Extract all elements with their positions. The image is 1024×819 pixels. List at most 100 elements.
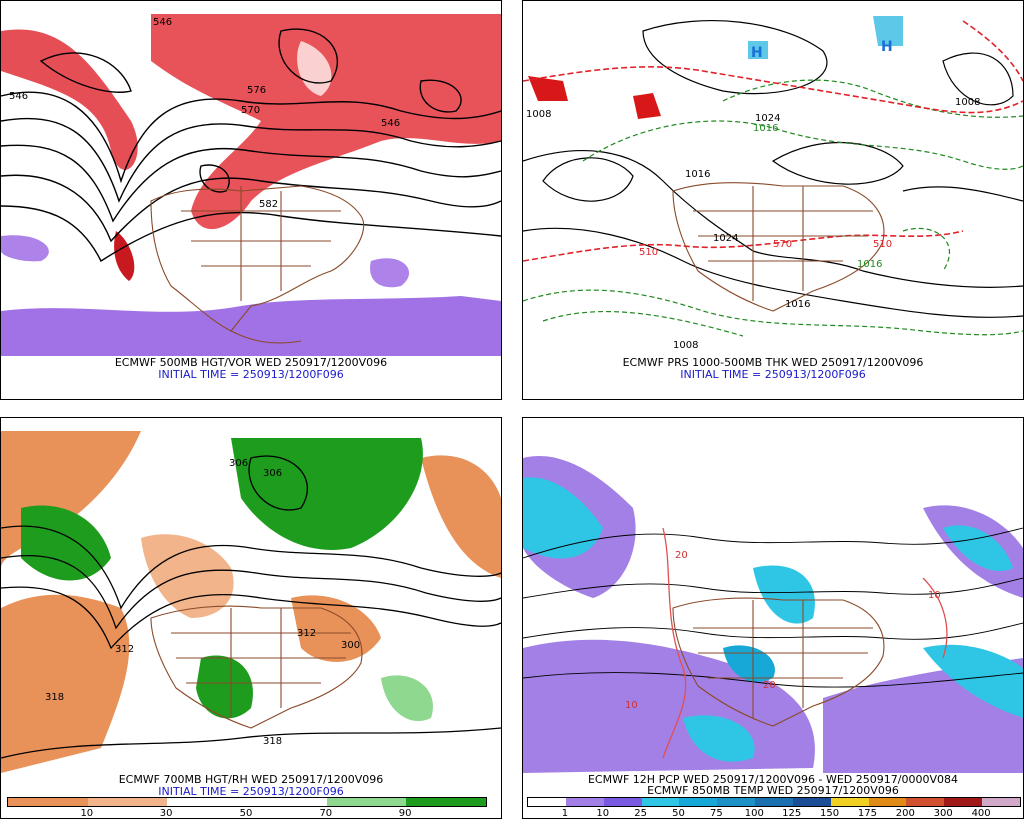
panel-caption-title: ECMWF PRS 1000-500MB THK WED 250917/1200… bbox=[622, 356, 924, 369]
colorbar-tick-label: 30 bbox=[159, 808, 173, 819]
high-marker: H bbox=[881, 39, 893, 55]
colorbar-tick-label: 100 bbox=[744, 808, 764, 819]
moist-area bbox=[231, 438, 423, 550]
contour-label-group: 306 312 306 300 318 318 312 bbox=[45, 458, 360, 747]
contour-label: 1016 bbox=[785, 299, 810, 310]
colorbar-swatch bbox=[247, 798, 327, 806]
negative-vorticity-area bbox=[1, 296, 501, 356]
contour-label: 546 bbox=[381, 118, 400, 129]
contour-label: 312 bbox=[115, 644, 134, 655]
colorbar-swatch bbox=[792, 798, 831, 806]
contour-label: 546 bbox=[153, 17, 172, 28]
contour-label: 312 bbox=[297, 628, 316, 639]
moist-area bbox=[196, 655, 253, 719]
colorbar-tick-label: 50 bbox=[239, 808, 253, 819]
panel-caption-init: INITIAL TIME = 250913/1200F096 bbox=[158, 368, 344, 381]
colorbar-swatch bbox=[906, 798, 945, 806]
colorbar-swatch bbox=[944, 798, 983, 806]
panel-500mb-hgt-vor: 546 570 576 582 546 546 ECMWF 500MB HGT/… bbox=[0, 0, 502, 400]
panel-caption-title: ECMWF 500MB HGT/VOR WED 250917/1200V096 bbox=[114, 356, 388, 369]
contour-label: 300 bbox=[341, 640, 360, 651]
contour-label: 576 bbox=[247, 85, 266, 96]
contour-label: 1008 bbox=[955, 97, 980, 108]
contour-label: 582 bbox=[259, 199, 278, 210]
contour-label: 1016 bbox=[857, 259, 882, 270]
dry-area bbox=[291, 595, 381, 662]
colorbar-swatch bbox=[8, 798, 88, 806]
thickness-contours-warm bbox=[523, 79, 1023, 337]
precip-area bbox=[753, 565, 815, 624]
contour-label: 20 bbox=[675, 550, 688, 561]
colorbar-swatch bbox=[868, 798, 907, 806]
precip-area bbox=[943, 525, 1013, 572]
contour-label: 546 bbox=[9, 91, 28, 102]
dry-area bbox=[421, 455, 501, 578]
map-pcp-temp: 20 10 20 10 bbox=[523, 431, 1023, 773]
map-500mb: 546 570 576 582 546 546 bbox=[1, 14, 501, 356]
colorbar-swatch bbox=[528, 798, 566, 806]
geography-outline bbox=[150, 605, 363, 729]
rh-colorbar-ticks: 10 30 50 70 90 bbox=[7, 808, 485, 818]
thickness-contours-cold bbox=[523, 20, 1023, 262]
panel-caption-init: INITIAL TIME = 250913/1200F096 bbox=[158, 785, 344, 798]
colorbar-tick-label: 125 bbox=[782, 808, 802, 819]
colorbar-swatch bbox=[565, 798, 604, 806]
colorbar-tick-label: 10 bbox=[80, 808, 94, 819]
contour-label: 1008 bbox=[673, 340, 698, 351]
dry-area bbox=[141, 534, 234, 618]
contour-label-group: 546 570 576 582 546 546 bbox=[9, 17, 400, 210]
precip-colorbar-ticks: 1 10 25 50 75 100 125 150 175 200 300 40… bbox=[527, 808, 1019, 818]
colorbar-swatch bbox=[755, 798, 793, 806]
contour-label: 1024 bbox=[713, 233, 738, 244]
high-marker: H bbox=[751, 45, 763, 61]
colorbar-tick-label: 90 bbox=[398, 808, 412, 819]
dry-area bbox=[1, 594, 130, 773]
panel-caption-title: ECMWF 12H PCP WED 250917/1200V096 - WED … bbox=[587, 773, 958, 786]
vorticity-area bbox=[1, 29, 138, 170]
contour-label: 318 bbox=[263, 736, 282, 747]
height-contours bbox=[1, 28, 501, 263]
colorbar-swatch bbox=[326, 798, 407, 806]
moist-area bbox=[21, 505, 111, 581]
precip-area bbox=[873, 16, 903, 46]
precip-area bbox=[923, 644, 1023, 718]
contour-label-group: 1008 1016 1024 1016 1008 1008 1016 1016 … bbox=[526, 39, 980, 351]
colorbar-swatch bbox=[717, 798, 756, 806]
colorbar-tick-label: 70 bbox=[319, 808, 333, 819]
contour-label: 10 bbox=[625, 700, 638, 711]
contour-label: 306 bbox=[229, 458, 248, 469]
moist-area bbox=[381, 675, 433, 722]
colorbar-swatch bbox=[982, 798, 1020, 806]
colorbar-tick-label: 200 bbox=[895, 808, 915, 819]
panel-prs-thickness: 1008 1016 1024 1016 1008 1008 1016 1016 … bbox=[522, 0, 1024, 400]
contour-label: 510 bbox=[639, 247, 658, 258]
colorbar-swatch bbox=[603, 798, 642, 806]
colorbar-swatch bbox=[679, 798, 718, 806]
contour-label: 1016 bbox=[685, 169, 710, 180]
height-contours bbox=[1, 455, 501, 759]
contour-label: 570 bbox=[773, 239, 792, 250]
colorbar-swatch bbox=[641, 798, 680, 806]
vorticity-area bbox=[114, 231, 135, 281]
colorbar-tick-label: 75 bbox=[710, 808, 723, 819]
contour-label: 20 bbox=[763, 680, 776, 691]
snow-area bbox=[633, 93, 661, 119]
freezing-contour bbox=[662, 527, 948, 759]
colorbar-tick-label: 50 bbox=[672, 808, 685, 819]
colorbar-swatch bbox=[167, 798, 248, 806]
precip-area bbox=[523, 477, 603, 559]
contour-label: 1016 bbox=[753, 123, 778, 134]
geography-outline bbox=[672, 597, 885, 727]
colorbar-tick-label: 1 bbox=[561, 808, 569, 819]
colorbar-tick-label: 10 bbox=[596, 808, 610, 819]
panel-700mb-hgt-rh: 306 312 306 300 318 318 312 ECMWF 700MB … bbox=[0, 417, 502, 819]
vorticity-area bbox=[151, 14, 501, 230]
negative-vorticity-area bbox=[1, 235, 49, 262]
colorbar-tick-label: 25 bbox=[634, 808, 648, 819]
colorbar-tick-label: 300 bbox=[933, 808, 953, 819]
precip-area bbox=[683, 715, 755, 762]
contour-label: 318 bbox=[45, 692, 64, 703]
precip-area bbox=[748, 41, 768, 59]
panel-caption-subtitle: ECMWF 850MB TEMP WED 250917/1200V096 bbox=[647, 784, 899, 797]
geography-outline bbox=[672, 182, 885, 312]
